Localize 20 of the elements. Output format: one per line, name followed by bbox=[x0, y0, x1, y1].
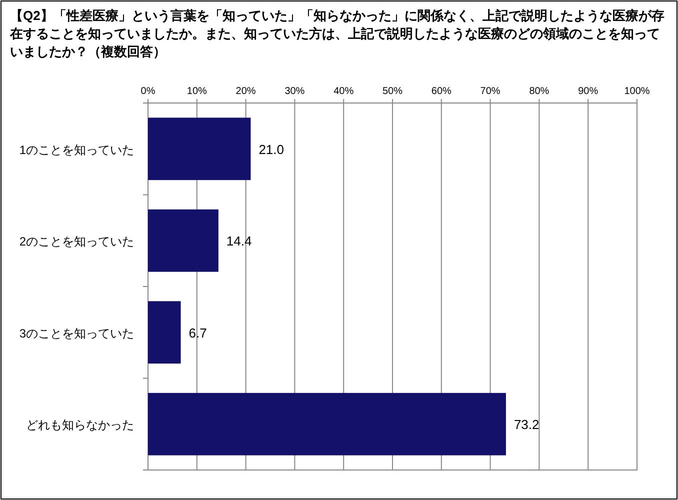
y-tick-label: 1のことを知っていた bbox=[19, 142, 134, 157]
x-tick-label: 20% bbox=[236, 86, 256, 97]
data-label: 73.2 bbox=[514, 417, 540, 432]
x-tick-label: 60% bbox=[431, 86, 452, 97]
data-label: 6.7 bbox=[188, 325, 207, 340]
data-label: 21.0 bbox=[258, 142, 284, 157]
x-tick-label: 100% bbox=[624, 86, 650, 97]
x-tick-label: 0% bbox=[140, 86, 156, 97]
y-tick-label: どれも知らなかった bbox=[26, 418, 134, 432]
x-tick-label: 40% bbox=[334, 86, 354, 97]
x-tick-label: 70% bbox=[480, 86, 500, 97]
x-tick-label: 10% bbox=[186, 86, 208, 97]
x-tick-label: 90% bbox=[578, 86, 598, 97]
chart-title: 【Q2】「性差医療」という言葉を「知っていた」「知らなかった」に関係なく、上記で説明したような医療が存在することを知っていましたか。また、知っていた方は、上記で説明したような医療のどの領域のことを知っていましたか？（複数回答） bbox=[9, 8, 664, 59]
y-tick-label: 3のことを知っていた bbox=[19, 326, 134, 340]
x-tick-label: 30% bbox=[284, 86, 305, 97]
x-tick-label: 80% bbox=[529, 86, 550, 97]
y-tick-label: 2のことを知っていた bbox=[19, 234, 134, 249]
data-label: 14.4 bbox=[226, 234, 252, 249]
x-tick-label: 50% bbox=[382, 86, 403, 97]
